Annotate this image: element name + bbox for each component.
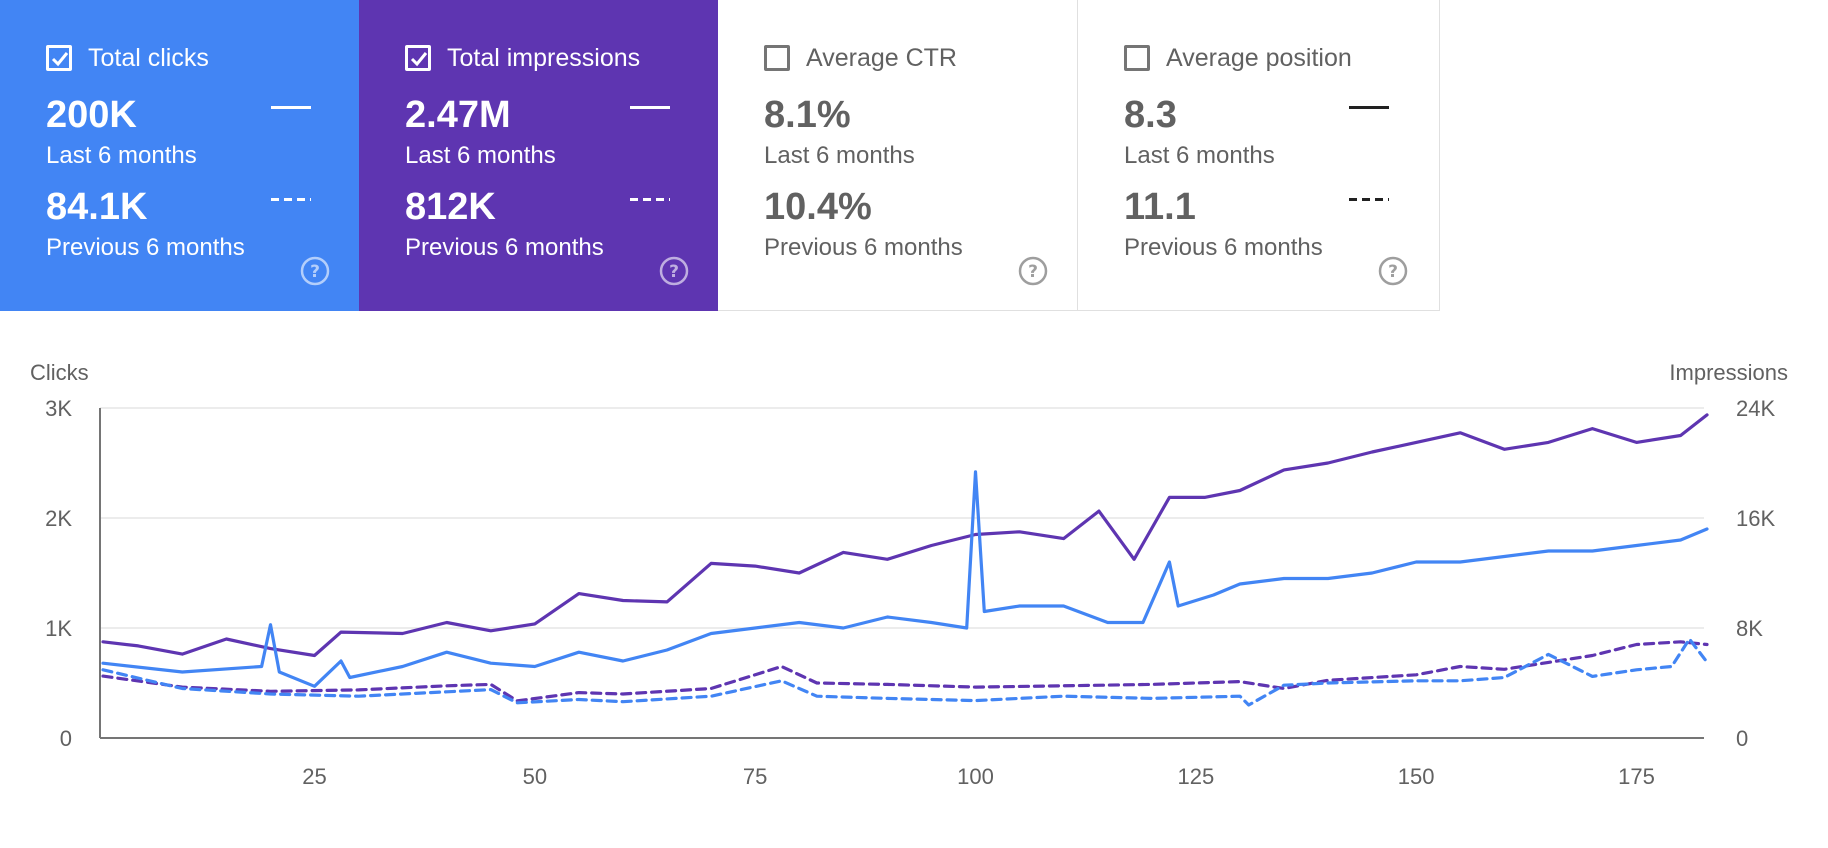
series-line bbox=[101, 637, 1709, 707]
series-line bbox=[101, 640, 1709, 703]
y-tick-label-left: 1K bbox=[45, 616, 72, 641]
series-line bbox=[101, 413, 1709, 658]
y-tick-label-right: 24K bbox=[1736, 396, 1775, 421]
svg-text:?: ? bbox=[669, 262, 679, 282]
help-icon[interactable]: ? bbox=[1378, 256, 1408, 286]
svg-text:?: ? bbox=[1028, 262, 1038, 282]
x-tick-label: 75 bbox=[743, 764, 767, 789]
current-value: 8.3 bbox=[1124, 94, 1177, 136]
y-tick-label-right: 8K bbox=[1736, 616, 1763, 641]
current-value: 2.47M bbox=[405, 94, 511, 136]
card-title: Average CTR bbox=[806, 44, 957, 72]
previous-value: 10.4% bbox=[764, 186, 872, 228]
solid-line-legend-icon bbox=[1349, 106, 1389, 109]
previous-label: Previous 6 months bbox=[1124, 234, 1323, 261]
help-icon[interactable]: ? bbox=[659, 256, 689, 286]
previous-label: Previous 6 months bbox=[405, 234, 604, 261]
previous-value: 812K bbox=[405, 186, 496, 228]
y-tick-label-left: 2K bbox=[45, 506, 72, 531]
x-tick-label: 175 bbox=[1618, 764, 1655, 789]
y-tick-label-left: 3K bbox=[45, 396, 72, 421]
y-tick-label-right: 16K bbox=[1736, 506, 1775, 531]
y-tick-label-left: 0 bbox=[60, 726, 72, 751]
previous-label: Previous 6 months bbox=[46, 234, 245, 261]
card-title: Average position bbox=[1166, 44, 1352, 72]
card-title: Total impressions bbox=[447, 44, 641, 72]
x-tick-label: 25 bbox=[302, 764, 326, 789]
previous-label: Previous 6 months bbox=[764, 234, 963, 261]
dashed-line-legend-icon bbox=[271, 198, 311, 201]
chart-plot: 0 0 1K 8K 2K 16K 3K 24K 25 50 75 100 125 150 175 bbox=[45, 396, 1775, 789]
help-icon[interactable]: ? bbox=[300, 256, 330, 286]
performance-chart: Clicks Impressions 0 0 1K 8K 2K 16K 3K 24K 25 50 7… bbox=[0, 340, 1828, 848]
svg-text:?: ? bbox=[310, 262, 320, 282]
previous-value: 84.1K bbox=[46, 186, 148, 228]
checkbox-icon[interactable] bbox=[764, 45, 790, 71]
card-total-impressions[interactable]: Total impressions 2.47M Last 6 months 81… bbox=[359, 0, 718, 311]
x-tick-label: 50 bbox=[523, 764, 547, 789]
current-label: Last 6 months bbox=[46, 142, 197, 169]
right-axis-title: Impressions bbox=[1669, 360, 1788, 385]
series-line bbox=[101, 470, 1709, 688]
current-label: Last 6 months bbox=[405, 142, 556, 169]
checkbox-icon[interactable] bbox=[1124, 45, 1150, 71]
card-average-position[interactable]: Average position 8.3 Last 6 months 11.1 … bbox=[1078, 0, 1440, 311]
metric-cards: Total clicks 200K Last 6 months 84.1K Pr… bbox=[0, 0, 1440, 312]
y-tick-label-right: 0 bbox=[1736, 726, 1748, 751]
x-tick-label: 150 bbox=[1398, 764, 1435, 789]
card-title: Total clicks bbox=[88, 44, 209, 72]
current-label: Last 6 months bbox=[1124, 142, 1275, 169]
svg-text:?: ? bbox=[1388, 262, 1398, 282]
dashed-line-legend-icon bbox=[630, 198, 670, 201]
solid-line-legend-icon bbox=[630, 106, 670, 109]
x-tick-label: 100 bbox=[957, 764, 994, 789]
card-total-clicks[interactable]: Total clicks 200K Last 6 months 84.1K Pr… bbox=[0, 0, 359, 311]
help-icon[interactable]: ? bbox=[1018, 256, 1048, 286]
x-tick-label: 125 bbox=[1177, 764, 1214, 789]
current-label: Last 6 months bbox=[764, 142, 915, 169]
checkbox-icon[interactable] bbox=[46, 45, 72, 71]
current-value: 200K bbox=[46, 94, 137, 136]
dashed-line-legend-icon bbox=[1349, 198, 1389, 201]
previous-value: 11.1 bbox=[1124, 186, 1196, 228]
checkbox-icon[interactable] bbox=[405, 45, 431, 71]
current-value: 8.1% bbox=[764, 94, 851, 136]
left-axis-title: Clicks bbox=[30, 360, 89, 385]
solid-line-legend-icon bbox=[271, 106, 311, 109]
card-average-ctr[interactable]: Average CTR 8.1% Last 6 months 10.4% Pre… bbox=[718, 0, 1078, 311]
